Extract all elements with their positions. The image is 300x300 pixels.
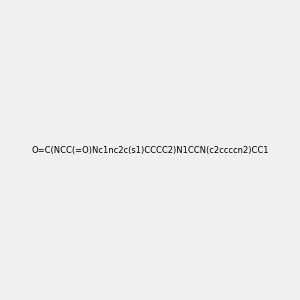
Text: O=C(NCC(=O)Nc1nc2c(s1)CCCC2)N1CCN(c2ccccn2)CC1: O=C(NCC(=O)Nc1nc2c(s1)CCCC2)N1CCN(c2cccc… <box>31 146 269 154</box>
